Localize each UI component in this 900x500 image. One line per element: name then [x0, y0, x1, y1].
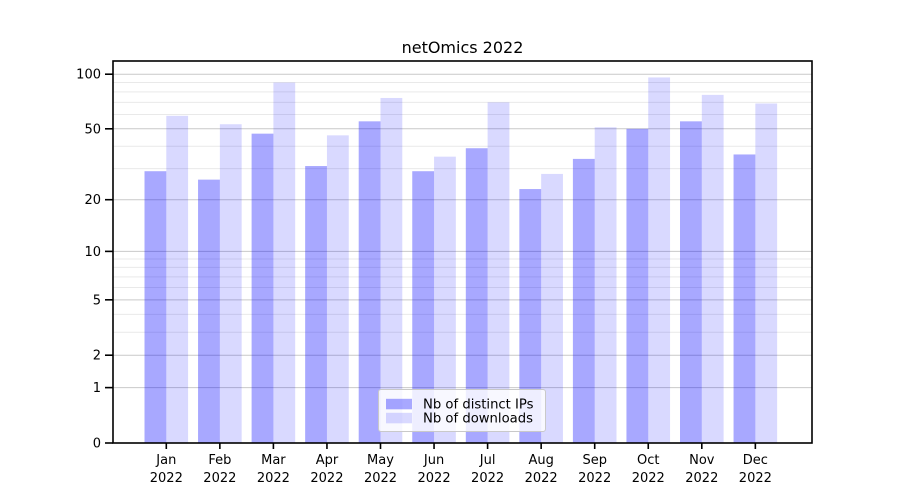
x-axis-year-label: 2022: [150, 471, 183, 486]
bar-downloads-jul: [487, 102, 510, 443]
y-axis-tick-label: 50: [84, 122, 101, 137]
bar-distinct-ips-jul: [465, 148, 488, 444]
x-axis-month-label: Sep: [582, 453, 607, 468]
bar-distinct-ips-apr: [305, 166, 327, 443]
x-axis-year-label: 2022: [257, 471, 290, 486]
bar-downloads-aug: [541, 173, 563, 443]
x-axis-month-label: Aug: [528, 453, 553, 468]
bar-downloads-jun: [434, 156, 456, 444]
x-axis-year-label: 2022: [310, 471, 343, 486]
x-axis-year-label: 2022: [525, 471, 558, 486]
bar-downloads-dec: [755, 103, 778, 444]
x-axis-year-label: 2022: [203, 471, 236, 486]
bar-downloads-mar: [273, 82, 296, 444]
x-axis-month-label: Mar: [261, 453, 286, 468]
bar-downloads-sep: [594, 127, 617, 444]
x-axis-month-label: May: [367, 453, 394, 468]
bar-distinct-ips-sep: [572, 158, 595, 443]
x-axis-month-label: Jul: [479, 453, 496, 468]
chart-title: netOmics 2022: [402, 38, 524, 57]
x-axis-year-label: 2022: [578, 471, 611, 486]
x-axis-month-label: Dec: [743, 453, 768, 468]
legend-swatch-distinct-ips: [386, 398, 412, 410]
legend-box: [378, 389, 546, 432]
y-axis-tick-label: 2: [93, 349, 101, 364]
x-axis-year-label: 2022: [685, 471, 718, 486]
x-axis-month-label: Jun: [423, 453, 444, 468]
bar-downloads-feb: [219, 124, 242, 443]
y-axis-tick-label: 1: [93, 381, 101, 396]
bar-distinct-ips-aug: [519, 189, 542, 443]
x-axis-year-label: 2022: [471, 471, 504, 486]
bar-distinct-ips-nov: [680, 121, 702, 443]
x-axis-year-label: 2022: [632, 471, 665, 486]
bar-distinct-ips-feb: [198, 179, 220, 443]
bar-distinct-ips-jun: [412, 171, 435, 443]
bar-downloads-apr: [326, 135, 349, 444]
y-axis-tick-label: 10: [84, 245, 101, 260]
legend-label-downloads: Nb of downloads: [423, 412, 533, 427]
y-axis-tick-label: 20: [84, 193, 101, 208]
y-axis-tick-label: 100: [76, 68, 101, 83]
bar-distinct-ips-jan: [144, 171, 167, 443]
x-axis-month-label: Oct: [637, 453, 659, 468]
bar-downloads-jan: [166, 115, 189, 444]
bar-downloads-oct: [648, 77, 671, 444]
bar-distinct-ips-may: [358, 121, 381, 443]
x-axis-year-label: 2022: [418, 471, 451, 486]
x-axis-month-label: Apr: [316, 453, 339, 468]
y-axis-tick-label: 5: [93, 293, 101, 308]
x-axis-month-label: Nov: [689, 453, 715, 468]
x-axis-month-label: Feb: [208, 453, 231, 468]
x-axis-year-label: 2022: [364, 471, 397, 486]
bar-downloads-may: [380, 97, 403, 444]
x-axis-month-label: Jan: [155, 453, 176, 468]
legend-label-distinct-ips: Nb of distinct IPs: [423, 398, 534, 413]
y-axis-tick-label: 0: [93, 437, 101, 452]
bar-distinct-ips-mar: [251, 133, 274, 443]
legend-swatch-downloads: [386, 412, 412, 424]
bar-distinct-ips-dec: [733, 154, 756, 444]
x-axis-year-label: 2022: [739, 471, 772, 486]
bar-downloads-nov: [701, 94, 724, 444]
bar-distinct-ips-oct: [626, 128, 649, 444]
